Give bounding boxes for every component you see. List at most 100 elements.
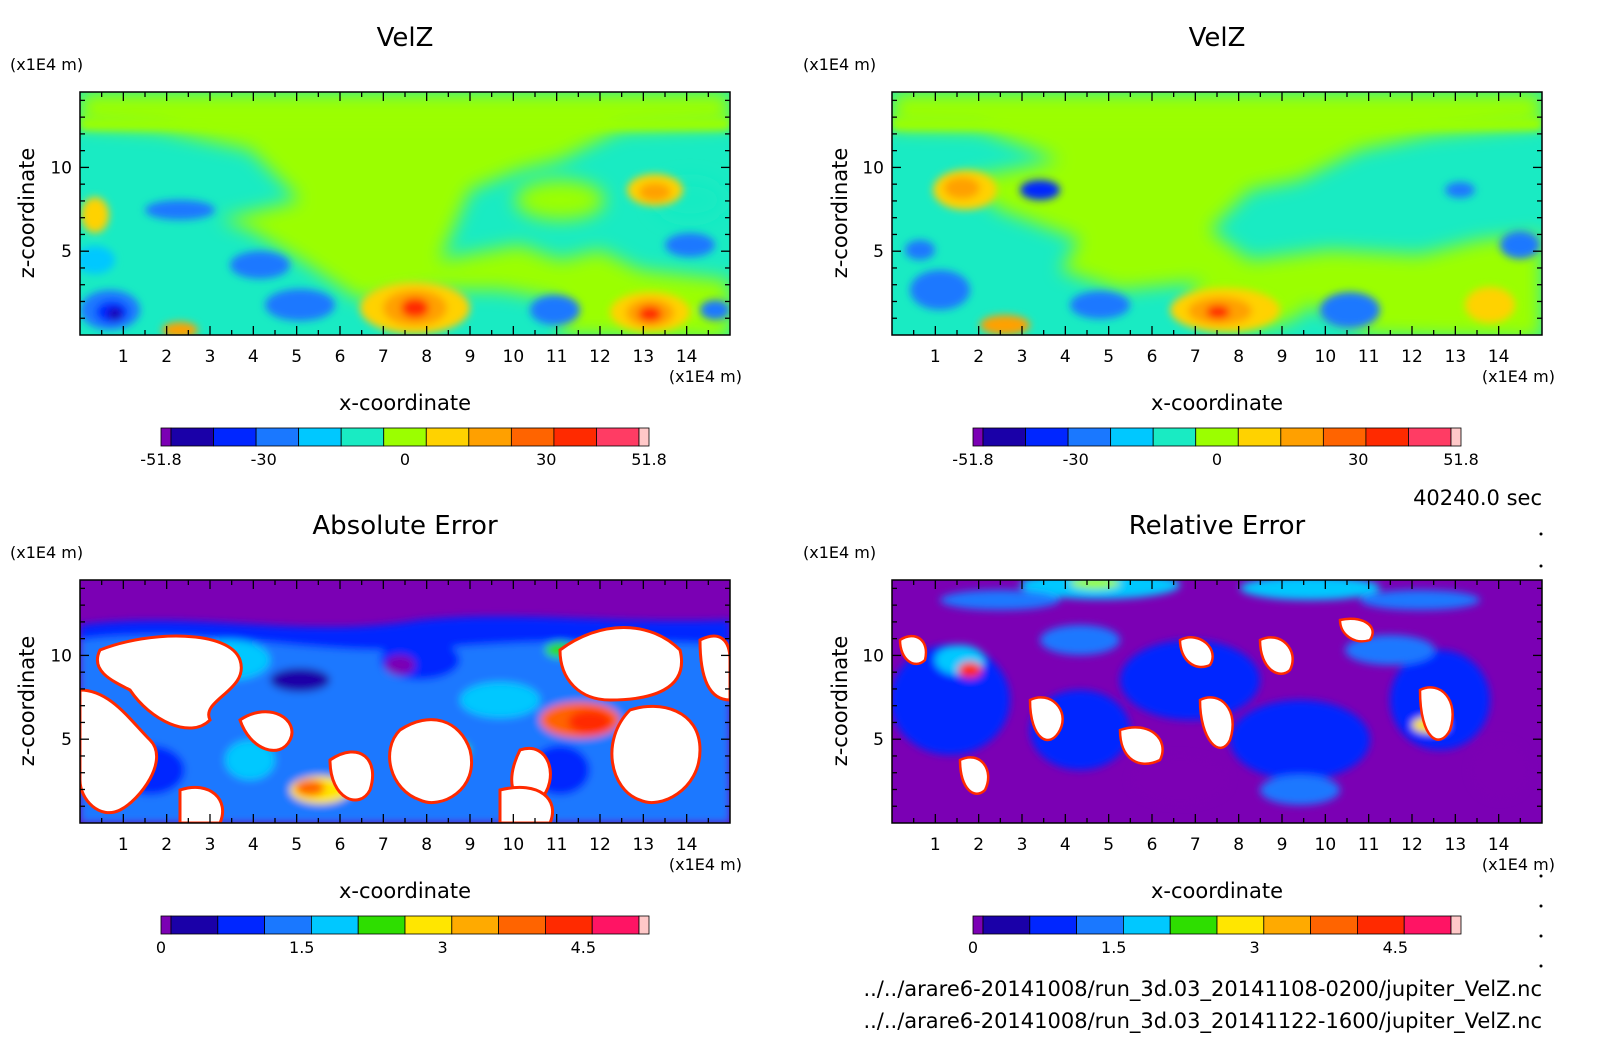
colorbar-cell [468,427,512,447]
colorbar-cell [1450,915,1462,935]
red-blob [958,662,982,678]
orange-blob [980,315,1030,335]
colorbar-cell [425,427,470,447]
colorbar-cell [1029,915,1078,935]
purple-blob [1470,740,1530,800]
x-tick-label: 3 [205,347,216,367]
y-unit-label: (x1E4 m) [10,543,83,562]
colorbar-cell [591,915,640,935]
x-tick-label: 14 [676,347,698,367]
colorbar-cell [255,427,300,447]
colorbar-cell [310,915,359,935]
saturated-regions [898,617,1454,795]
blue-blob [940,590,1060,610]
colorbar-tick-label: 1.5 [1101,938,1126,957]
x-tick-label: 6 [1147,835,1158,855]
purple-blob [270,668,330,692]
blue-blob [1070,291,1130,319]
colorbar-cell [170,915,219,935]
y-tick-label: 5 [61,730,72,750]
x-tick-label: 1 [930,835,941,855]
panel-title: VelZ [1189,23,1246,53]
panel-velz-left: VelZ (x1E4 m) [10,23,742,469]
colorbar-tick-label: 30 [1348,450,1368,469]
blue-region [1230,700,1370,780]
green-blob [290,215,370,265]
y-unit-label: (x1E4 m) [803,55,876,74]
x-tick-label: 7 [378,347,389,367]
x-tick-label: 10 [1315,347,1337,367]
x-tick-label: 9 [465,347,476,367]
colorbar-tick-label: 0 [400,450,410,469]
x-tick-label: 3 [1017,835,1028,855]
red-blob [401,298,429,318]
red-blob [638,306,662,322]
colorbar-cell [160,427,172,447]
colorbar-tick-label: 30 [536,450,556,469]
y-unit-label: (x1E4 m) [803,543,876,562]
colorbar-cell [357,915,406,935]
heatmap-field [80,92,730,335]
panel-title: VelZ [377,23,434,53]
panel-velz-right: VelZ (x1E4 m) [803,23,1555,469]
colorbar-tick-label: -30 [1063,450,1089,469]
colorbar-tick-label: 0 [968,938,978,957]
x-tick-label: 11 [1358,835,1380,855]
x-tick-label: 5 [1103,835,1114,855]
x-tick-label: 12 [1401,347,1423,367]
x-tick-label: 10 [1315,835,1337,855]
y-axis-label: z-coordinate [828,636,852,767]
blue-blob [1445,182,1475,198]
y-tick-label: 5 [873,242,884,262]
colorbar-tick-label: 0 [156,938,166,957]
colorbar: 0 1.5 3 4.5 [156,915,650,957]
colorbar-tick-label: -51.8 [140,450,181,469]
colorbar: -51.8 -30 0 30 51.8 [140,427,667,469]
colorbar-cell [553,427,597,447]
heatmap-field [892,92,1542,335]
y-axis-label: z-coordinate [15,148,39,279]
x-tick-label: 2 [973,347,984,367]
x-tick-label: 4 [1060,347,1071,367]
colorbar-cell [982,427,1026,447]
lightblue-blob [1345,635,1435,665]
colorbar-cell [972,427,984,447]
colorbar-tick-label: -51.8 [952,450,993,469]
blue-region [1120,640,1260,720]
yellow-blob [81,197,109,233]
colorbar-tick-label: 3 [1249,938,1259,957]
y-tick-label: 5 [61,242,72,262]
cyan-blob [1240,580,1380,600]
colorbar-cell [383,427,427,447]
x-tick-label: 8 [421,347,432,367]
x-tick-label: 5 [1103,347,1114,367]
colorbar-cell [1357,915,1405,935]
colorbar-cell [1025,427,1069,447]
colorbar: 0 1.5 3 4.5 [968,915,1462,957]
x-tick-label: 5 [291,347,302,367]
orange-blob [295,780,325,796]
x-tick-label: 2 [161,347,172,367]
x-axis-label: x-coordinate [1151,391,1283,415]
panel-title: Absolute Error [312,511,498,541]
blue-blob [910,270,970,310]
colorbar-cell [1450,427,1462,447]
cyan-blob [460,682,540,718]
x-unit-label: (x1E4 m) [1482,367,1555,386]
y-tick-label: 10 [862,646,884,666]
colorbar-cell [1365,427,1409,447]
panel-title: Relative Error [1129,511,1306,541]
colorbar-cell [982,915,1031,935]
green-region [80,92,730,335]
x-tick-label: 9 [1277,347,1288,367]
x-tick-label: 4 [1060,835,1071,855]
y-unit-label: (x1E4 m) [10,55,83,74]
yellow-blob [1465,287,1515,323]
x-axis-label: x-coordinate [339,879,471,903]
blue-blob [1320,292,1380,328]
lightblue-blob [1260,775,1340,805]
colorbar-cell [1310,915,1358,935]
